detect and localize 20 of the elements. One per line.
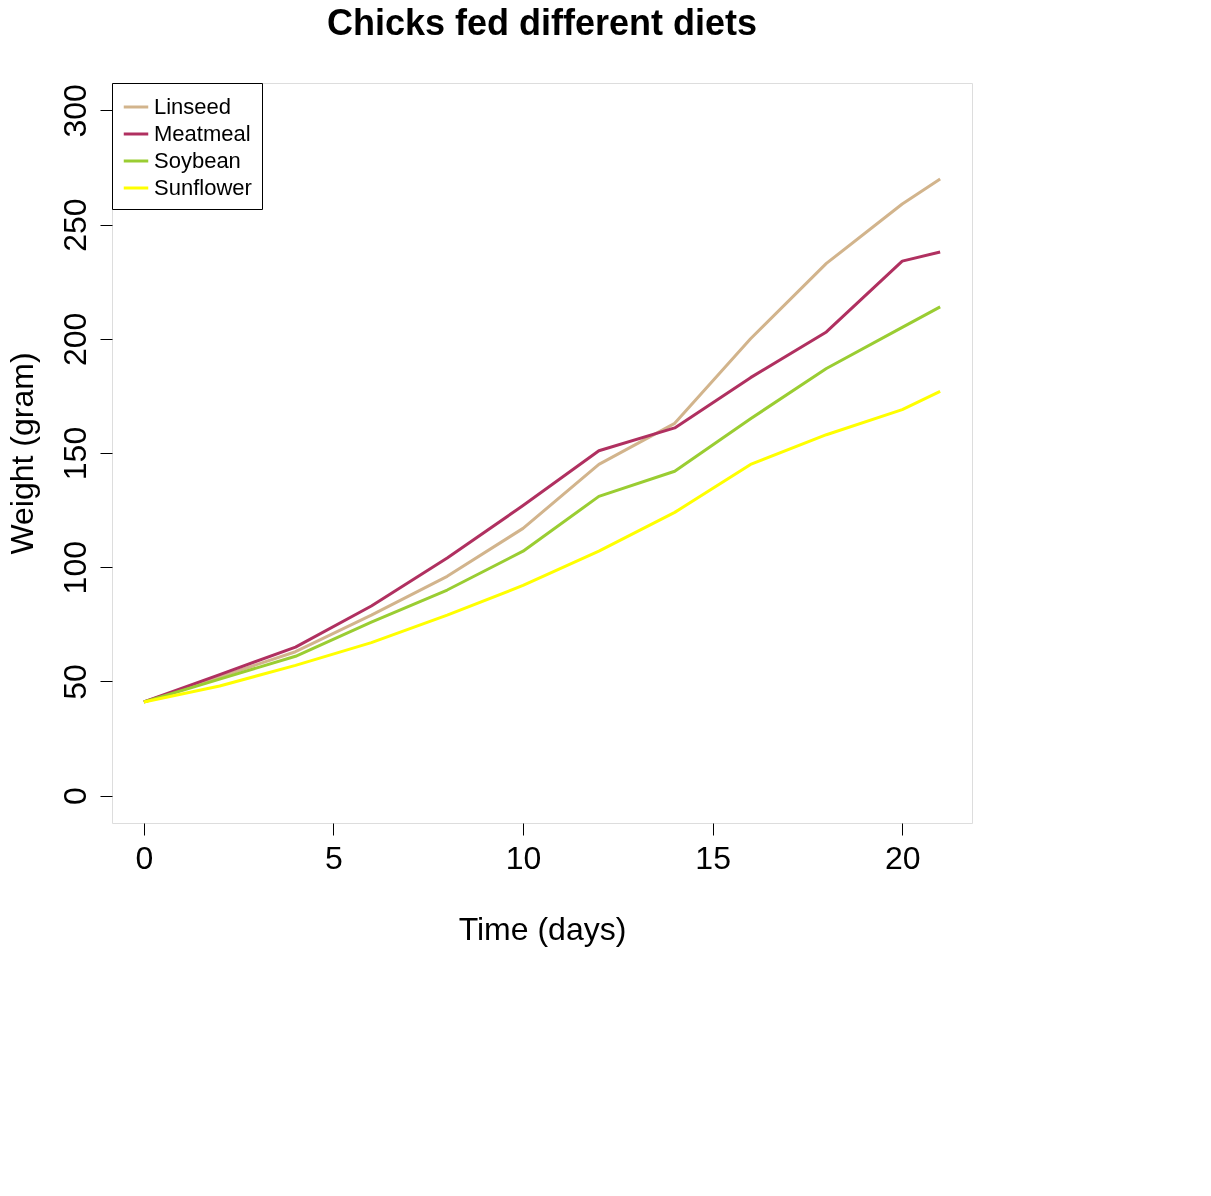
x-tick-label: 10 [505,839,542,876]
y-tick-label: 100 [56,541,93,595]
legend-label: Meatmeal [154,121,251,146]
legend-label: Linseed [154,94,232,119]
x-tick-label: 20 [884,839,921,876]
chart-title: Chicks fed different diets [326,1,758,43]
y-tick-label: 0 [56,787,93,805]
y-tick-label: 300 [56,84,93,138]
x-tick-label: 0 [135,839,154,876]
x-axis-title: Time (days) [458,910,627,947]
x-tick-label: 5 [325,839,343,876]
line-series [142,389,942,704]
y-tick-label: 250 [56,198,93,252]
y-tick-label: 50 [56,664,93,700]
y-axis-title: Weight (gram) [3,352,40,555]
legend-label: Soybean [154,148,241,173]
legend-label: Sunflower [154,175,252,200]
y-tick-label: 200 [56,312,93,366]
y-tick-label: 150 [56,426,93,481]
x-tick-label: 15 [695,839,731,876]
